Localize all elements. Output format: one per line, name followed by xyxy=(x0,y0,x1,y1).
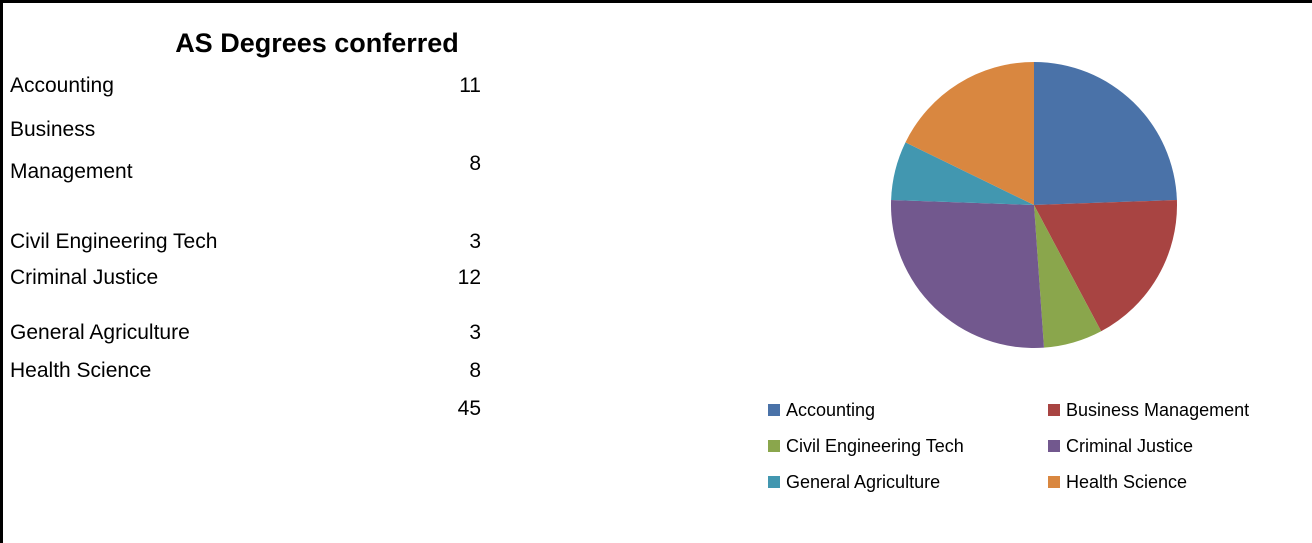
row-value: 3 xyxy=(469,230,481,253)
pie-slice xyxy=(891,200,1044,349)
pie-slice xyxy=(891,142,1034,205)
row-value: 12 xyxy=(457,266,481,289)
table-title: AS Degrees conferred xyxy=(175,28,459,58)
legend-swatch xyxy=(1048,404,1060,416)
pie-slice xyxy=(1034,205,1102,348)
row-label: Accounting xyxy=(10,74,114,97)
total-value: 45 xyxy=(457,397,481,420)
row-label: Criminal Justice xyxy=(10,266,159,289)
row-label: Business Management xyxy=(10,118,133,183)
legend-swatch xyxy=(1048,476,1060,488)
row-label: Health Science xyxy=(10,359,152,382)
legend-swatch xyxy=(768,440,780,452)
pie-slice xyxy=(1034,200,1177,332)
row-value: 11 xyxy=(459,74,481,97)
legend-label: Business Management xyxy=(1066,400,1249,420)
row-label: Civil Engineering Tech xyxy=(10,230,218,253)
row-value: 3 xyxy=(469,321,481,344)
row-value: 8 xyxy=(469,152,481,175)
row-label: General Agriculture xyxy=(10,321,190,344)
legend-swatch xyxy=(768,476,780,488)
legend-label: Criminal Justice xyxy=(1066,436,1193,456)
pie-slice xyxy=(905,62,1034,205)
legend-label: Health Science xyxy=(1066,472,1187,492)
legend-label: Accounting xyxy=(786,400,875,420)
legend-label: Civil Engineering Tech xyxy=(786,436,964,456)
pie-slice xyxy=(1034,62,1177,205)
row-value: 8 xyxy=(469,359,481,382)
legend-label: General Agriculture xyxy=(786,472,940,492)
legend-swatch xyxy=(1048,440,1060,452)
legend-swatch xyxy=(768,404,780,416)
